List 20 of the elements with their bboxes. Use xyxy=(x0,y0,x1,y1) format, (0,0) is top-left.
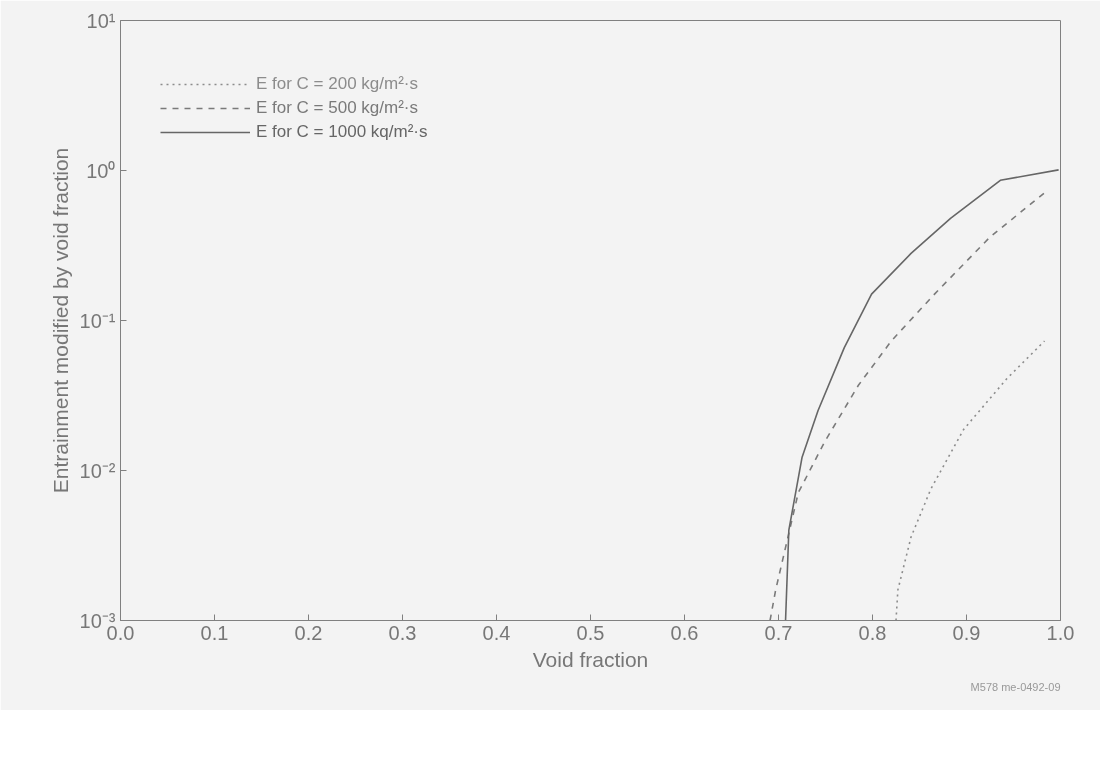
y-tick-label: 10⁻² xyxy=(79,459,116,482)
x-tick-label: 0.7 xyxy=(764,621,793,644)
text: M578 me-0492-09 xyxy=(970,680,1061,693)
y-axis-title: Entrainment modified by void fraction xyxy=(48,147,72,494)
text: E for C = 1000 kq/m²·s xyxy=(256,122,428,142)
y-tick-label: 10⁰ xyxy=(86,159,116,182)
x-tick-label: 0.5 xyxy=(576,621,605,644)
x-axis-title: Void fraction xyxy=(532,647,649,671)
x-tick-label: 0.1 xyxy=(200,621,229,644)
x-tick-label: 1.0 xyxy=(1046,621,1075,644)
y-tick-label: 10¹ xyxy=(86,9,116,32)
x-tick-label: 0.3 xyxy=(388,621,417,644)
x-tick-label: 0.4 xyxy=(482,621,511,644)
x-tick-label: 0.9 xyxy=(952,621,981,644)
text: E for C = 200 kg/m²·s xyxy=(256,74,419,94)
text: E for C = 500 kg/m²·s xyxy=(256,98,419,118)
y-tick-label: 10⁻¹ xyxy=(79,309,116,332)
x-tick-label: 0.2 xyxy=(294,621,323,644)
x-tick-label: 0.8 xyxy=(858,621,887,644)
x-tick-label: 0.6 xyxy=(670,621,699,644)
